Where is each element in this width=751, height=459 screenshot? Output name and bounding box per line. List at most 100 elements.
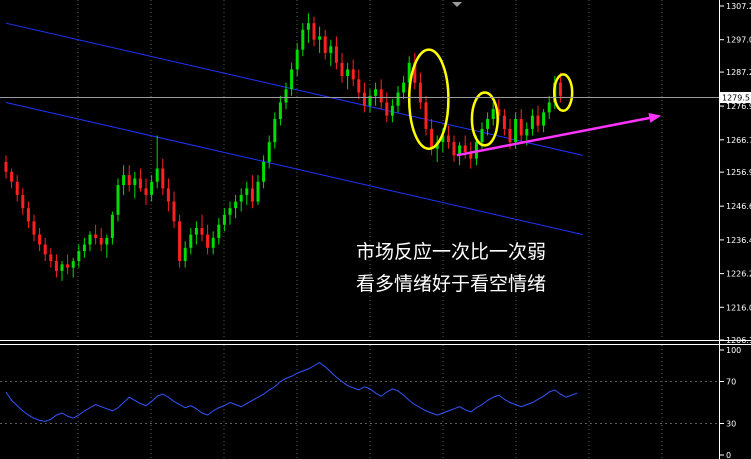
candle (351, 59, 355, 86)
candle (99, 228, 103, 252)
candle-body (547, 102, 551, 113)
arrow-head (648, 113, 662, 123)
candle-body (402, 82, 406, 93)
candle-body (334, 46, 338, 63)
candle (318, 26, 322, 53)
candle (323, 29, 327, 60)
candle (166, 178, 170, 212)
candle-body (222, 214, 226, 225)
candle-body (43, 244, 47, 255)
candle-body (256, 181, 260, 202)
candle-body (452, 142, 456, 156)
candle-body (10, 171, 14, 182)
candle (424, 95, 428, 136)
candle (217, 218, 221, 245)
candle (194, 221, 198, 245)
candle-body (105, 237, 109, 245)
candle-body (4, 161, 8, 172)
candle (222, 208, 226, 232)
candle-body (295, 49, 299, 70)
candle (150, 175, 154, 202)
candle (295, 43, 299, 77)
candle-body (194, 228, 198, 235)
candle-body (351, 69, 355, 80)
candle-body (66, 264, 70, 268)
candle-body (463, 145, 467, 153)
candle (262, 155, 266, 189)
candle (278, 95, 282, 126)
candle (301, 23, 305, 57)
candle-body (396, 92, 400, 106)
candle (15, 175, 19, 202)
oscillator-tick-label: 0 (726, 451, 731, 459)
candle (54, 254, 58, 278)
candle-body (458, 145, 462, 156)
candle (178, 214, 182, 268)
candle (172, 191, 176, 229)
candle (82, 237, 86, 258)
candle (211, 231, 215, 255)
candle-body (340, 62, 344, 77)
candle (542, 109, 546, 133)
candle (536, 105, 540, 133)
candle (138, 168, 142, 192)
candle (284, 82, 288, 110)
candle-body (306, 23, 310, 30)
price-tick-label: 1216.0 (726, 303, 751, 312)
candle-body (357, 79, 361, 93)
candle-body (508, 128, 512, 143)
candle (189, 228, 193, 255)
candle (200, 214, 204, 242)
candle-body (161, 168, 165, 189)
scroll-indicator-icon[interactable] (452, 2, 462, 7)
candle-body (374, 89, 378, 96)
candle-body (525, 128, 529, 136)
price-tick-label: 1246.6 (726, 202, 751, 211)
candle (228, 201, 232, 225)
candle (334, 36, 338, 70)
candle (239, 188, 243, 212)
candle-body (413, 62, 417, 83)
price-tick-label: 1266.7 (726, 136, 751, 145)
candle (88, 231, 92, 252)
candle-body (138, 178, 142, 189)
oscillator-line-series (5, 362, 578, 422)
candle-body (480, 128, 484, 143)
annotation-line-1: 市场反应一次比一次弱 (356, 241, 546, 263)
candle-body (262, 161, 266, 182)
price-axis: 1307.2 1297.0 1287.2 1276.9 1266.7 1256.9 1246… (719, 2, 751, 345)
candle (340, 52, 344, 83)
trend-channel (5, 22, 583, 236)
candle-body (116, 185, 120, 215)
candle (133, 171, 137, 199)
candle-body (418, 82, 422, 103)
candle (49, 247, 53, 268)
candle-body (94, 234, 98, 238)
candle-body (301, 29, 305, 50)
oscillator-tick-label: 100 (726, 346, 741, 355)
candle-body (273, 118, 277, 143)
current-price-label: 1279.5 (722, 94, 750, 103)
candle-body (514, 118, 518, 143)
price-tick-label: 1307.2 (726, 2, 751, 11)
oscillator-axis: 100 70 30 0 (719, 346, 741, 459)
candle (290, 62, 294, 96)
candle (43, 237, 47, 262)
candle (21, 188, 25, 215)
candle-body (385, 102, 389, 116)
candle-body (127, 175, 131, 186)
candle (161, 158, 165, 195)
candle-body (110, 214, 114, 238)
candle-body (407, 62, 411, 83)
candle-body (211, 237, 215, 248)
candle (413, 52, 417, 90)
price-tick-label: 1276.9 (726, 102, 751, 111)
current-price-box (720, 92, 751, 104)
candle (256, 175, 260, 205)
candle (491, 102, 495, 126)
candle (66, 254, 70, 275)
candle-body (542, 112, 546, 126)
candle-body (346, 69, 350, 77)
